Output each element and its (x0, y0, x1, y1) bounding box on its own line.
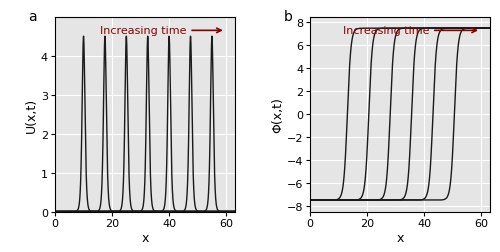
Y-axis label: Φ(x,t): Φ(x,t) (271, 97, 284, 133)
Text: Increasing time: Increasing time (100, 26, 221, 36)
Text: Increasing time: Increasing time (342, 26, 476, 36)
X-axis label: x: x (396, 231, 404, 244)
Text: b: b (284, 10, 292, 24)
X-axis label: x: x (141, 231, 148, 244)
Text: a: a (28, 10, 36, 24)
Y-axis label: U(x,t): U(x,t) (25, 97, 38, 132)
